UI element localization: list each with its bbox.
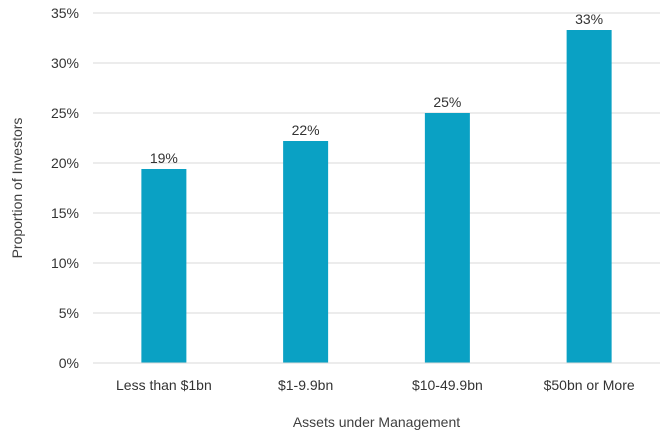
bar-data-label: 25% [433,94,461,110]
bars [141,30,612,363]
x-tick-label: $10-49.9bn [412,377,483,393]
bar-data-label: 33% [575,11,603,27]
x-axis-ticks: Less than $1bn $1-9.9bn $10-49.9bn $50bn or… [116,377,635,393]
bar [424,113,470,363]
y-tick-label: 35% [51,5,79,21]
bar-data-label: 19% [150,150,178,166]
data-labels: 19% 22% 25% 33% [150,11,603,166]
bar [566,30,612,363]
gridlines [93,12,660,314]
x-tick-label: $1-9.9bn [278,377,333,393]
bar [283,141,329,363]
y-axis-ticks: 0% 5% 10% 15% 20% 25% 30% 35% [51,5,79,371]
y-tick-label: 20% [51,155,79,171]
y-tick-label: 5% [59,305,79,321]
y-tick-label: 30% [51,55,79,71]
bar [141,169,187,363]
x-tick-label: $50bn or More [544,377,635,393]
x-tick-label: Less than $1bn [116,377,212,393]
y-tick-label: 0% [59,355,79,371]
y-tick-label: 15% [51,205,79,221]
x-axis-title: Assets under Management [293,414,460,430]
y-axis-title: Proportion of Investors [9,118,25,259]
y-tick-label: 25% [51,105,79,121]
bar-data-label: 22% [292,122,320,138]
y-tick-label: 10% [51,255,79,271]
